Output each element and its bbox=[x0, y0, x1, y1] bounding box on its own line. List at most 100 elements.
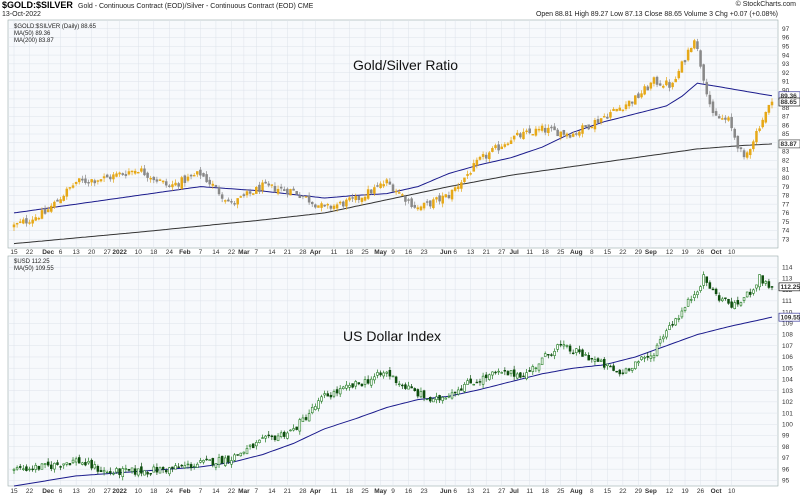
candle bbox=[240, 453, 242, 457]
y-tick-label: 76 bbox=[782, 210, 790, 217]
x-tick-label: 10 bbox=[728, 488, 736, 495]
x-tick-label: May bbox=[374, 488, 387, 495]
x-tick-label: 11 bbox=[331, 249, 338, 256]
x-tick-label: 13 bbox=[467, 249, 475, 256]
x-tick-label: 9 bbox=[391, 488, 395, 495]
y-tick-label: 104 bbox=[782, 377, 793, 384]
x-tick-label: 12 bbox=[666, 488, 674, 495]
x-tick-label: 26 bbox=[697, 488, 705, 495]
price-tag: 83.87 bbox=[779, 140, 800, 148]
candle bbox=[255, 186, 257, 194]
x-tick-label: 23 bbox=[420, 249, 428, 256]
copyright-label: © StockCharts.com bbox=[736, 0, 797, 8]
x-tick-label: 18 bbox=[346, 249, 354, 256]
x-tick-label: 7 bbox=[199, 488, 203, 495]
svg-text:83.87: 83.87 bbox=[781, 141, 798, 148]
candle bbox=[656, 343, 658, 357]
y-tick-label: 73 bbox=[782, 236, 790, 243]
y-tick-label: 99 bbox=[782, 433, 790, 440]
candle bbox=[411, 197, 413, 209]
x-tick-label: 13 bbox=[467, 488, 475, 495]
x-tick-label: 18 bbox=[542, 488, 550, 495]
x-tick-label: 21 bbox=[284, 249, 292, 256]
x-tick-label: 26 bbox=[697, 249, 705, 256]
candle bbox=[392, 376, 394, 377]
x-tick-label: 18 bbox=[150, 488, 158, 495]
x-tick-label: 25 bbox=[557, 249, 565, 256]
x-tick-label: Aug bbox=[570, 249, 583, 256]
svg-text:112.25: 112.25 bbox=[781, 284, 800, 291]
price-tag: 109.55 bbox=[779, 313, 800, 321]
x-tick-label: Sep bbox=[645, 488, 657, 495]
y-tick-label: 111 bbox=[782, 298, 792, 305]
x-tick-label: 8 bbox=[590, 488, 594, 495]
y-tick-label: 81 bbox=[782, 166, 790, 173]
x-tick-label: 21 bbox=[483, 488, 491, 495]
candle bbox=[519, 372, 521, 378]
candle bbox=[746, 292, 748, 298]
y-axis-top: 7374757677787980818283848586878889909192… bbox=[782, 26, 790, 243]
y-tick-label: 94 bbox=[782, 52, 790, 59]
candle bbox=[532, 134, 534, 135]
candle bbox=[221, 456, 223, 464]
y-tick-label: 114 bbox=[782, 264, 793, 271]
x-tick-label: 24 bbox=[166, 488, 174, 495]
y-tick-label: 93 bbox=[782, 61, 790, 68]
x-tick-label: Sep bbox=[645, 249, 657, 256]
x-tick-label: 15 bbox=[604, 488, 612, 495]
x-tick-label: Apr bbox=[310, 249, 322, 256]
x-tick-label: 10 bbox=[135, 488, 143, 495]
y-tick-label: 108 bbox=[782, 332, 793, 339]
x-tick-label: 14 bbox=[212, 249, 220, 256]
x-tick-label: 13 bbox=[73, 249, 81, 256]
x-tick-label: 25 bbox=[361, 249, 369, 256]
x-tick-label: 11 bbox=[526, 249, 533, 256]
y-tick-label: 83 bbox=[782, 149, 790, 156]
x-tick-label: May bbox=[374, 249, 387, 256]
candle bbox=[296, 191, 298, 195]
x-tick-label: 18 bbox=[346, 488, 354, 495]
x-tick-label: Dec bbox=[42, 488, 54, 495]
candle bbox=[700, 50, 702, 69]
x-tick-label: 20 bbox=[88, 249, 96, 256]
candle bbox=[305, 197, 307, 198]
y-axis-bottom: 9596979899100101102103104105106107108109… bbox=[782, 264, 793, 484]
usd-panel: 9596979899100101102103104105106107108109… bbox=[8, 256, 800, 486]
x-tick-label: 12 bbox=[666, 249, 674, 256]
candle bbox=[252, 443, 254, 448]
x-tick-label: 7 bbox=[199, 249, 203, 256]
x-tick-label: 8 bbox=[590, 249, 594, 256]
legend-ma50-top: MA(50) 89.36 bbox=[14, 31, 51, 37]
quote-readout: Open 88.81 High 89.27 Low 87.13 Close 88… bbox=[536, 11, 778, 18]
x-tick-label: 29 bbox=[635, 488, 643, 495]
y-tick-label: 105 bbox=[782, 365, 793, 372]
candle bbox=[693, 39, 695, 50]
x-tick-label: 6 bbox=[59, 488, 63, 495]
candle bbox=[445, 194, 447, 198]
candle bbox=[144, 470, 146, 475]
x-tick-label: 22 bbox=[619, 249, 627, 256]
candle bbox=[765, 111, 767, 123]
svg-text:88.65: 88.65 bbox=[781, 99, 798, 106]
x-tick-label: Oct bbox=[711, 488, 723, 495]
annotation-usd: US Dollar Index bbox=[343, 328, 441, 344]
y-tick-label: 101 bbox=[782, 410, 793, 417]
candle bbox=[473, 384, 475, 386]
x-tick-label: Feb bbox=[179, 249, 191, 256]
x-tick-label: Jun bbox=[440, 249, 452, 256]
x-tick-label: 7 bbox=[254, 249, 258, 256]
x-tick-label: 27 bbox=[104, 249, 112, 256]
candle bbox=[181, 176, 183, 190]
candle bbox=[290, 189, 292, 196]
y-tick-label: 96 bbox=[782, 466, 790, 473]
y-tick-label: 103 bbox=[782, 388, 793, 395]
candle bbox=[41, 463, 43, 469]
x-tick-label: 20 bbox=[88, 488, 96, 495]
y-tick-label: 86 bbox=[782, 122, 790, 129]
y-tick-label: 113 bbox=[782, 276, 793, 283]
price-tag: 112.25 bbox=[779, 283, 800, 291]
x-tick-label: Mar bbox=[238, 249, 250, 256]
